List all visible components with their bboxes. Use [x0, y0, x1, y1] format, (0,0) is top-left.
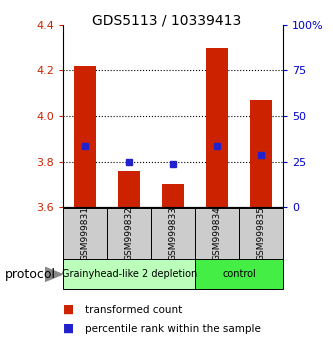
- Text: GSM999833: GSM999833: [168, 206, 178, 262]
- Text: GSM999832: GSM999832: [125, 206, 134, 262]
- Text: percentile rank within the sample: percentile rank within the sample: [85, 324, 261, 333]
- Text: GSM999834: GSM999834: [212, 206, 222, 262]
- Bar: [118, 171, 140, 207]
- Text: ■: ■: [63, 322, 74, 335]
- Bar: [239, 208, 283, 260]
- Polygon shape: [45, 267, 62, 281]
- Bar: [195, 208, 239, 260]
- Text: ■: ■: [63, 303, 74, 316]
- Text: GDS5113 / 10339413: GDS5113 / 10339413: [92, 13, 241, 27]
- Bar: [151, 208, 195, 260]
- Bar: [107, 208, 151, 260]
- Text: transformed count: transformed count: [85, 305, 182, 315]
- Bar: [195, 259, 283, 289]
- Bar: [162, 184, 184, 207]
- Text: Grainyhead-like 2 depletion: Grainyhead-like 2 depletion: [62, 269, 197, 279]
- Text: protocol: protocol: [5, 268, 56, 281]
- Bar: [250, 100, 272, 207]
- Text: control: control: [222, 269, 256, 279]
- Text: GSM999831: GSM999831: [81, 206, 90, 262]
- Bar: [206, 47, 228, 207]
- Bar: [74, 66, 96, 207]
- Bar: [63, 208, 107, 260]
- Bar: [63, 259, 195, 289]
- Text: GSM999835: GSM999835: [256, 206, 266, 262]
